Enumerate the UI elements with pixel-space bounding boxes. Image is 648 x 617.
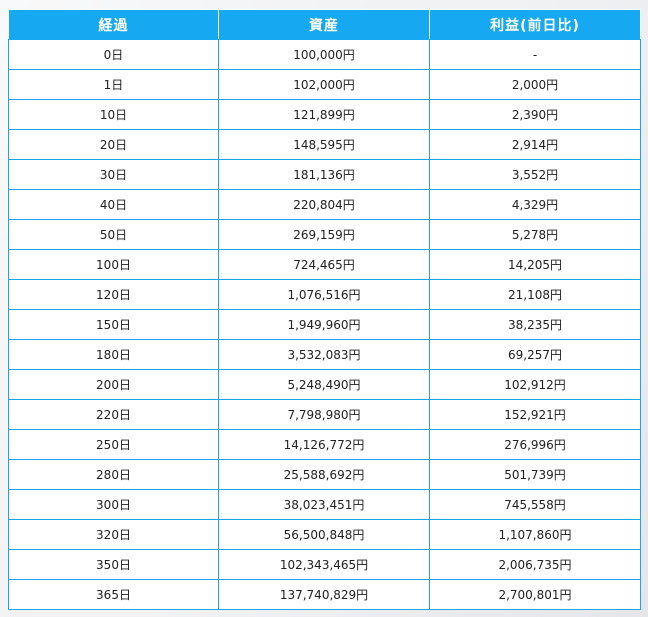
profit-cell: 2,700,801円 [429,579,641,610]
elapsed-cell: 120日 [8,279,219,310]
table-row: 320日 56,500,848円 1,107,860円 [8,519,641,550]
table-row: 0日 100,000円 - [8,39,641,70]
profit-cell: - [429,39,641,70]
assets-cell: 102,343,465円 [218,549,430,580]
elapsed-cell: 0日 [8,39,219,70]
elapsed-cell: 20日 [8,129,219,160]
header-assets: 資産 [218,9,430,40]
profit-cell: 4,329円 [429,189,641,220]
assets-cell: 1,076,516円 [218,279,430,310]
elapsed-cell: 150日 [8,309,219,340]
table-row: 250日 14,126,772円 276,996円 [8,429,641,460]
assets-cell: 5,248,490円 [218,369,430,400]
elapsed-cell: 100日 [8,249,219,280]
assets-cell: 724,465円 [218,249,430,280]
elapsed-cell: 10日 [8,99,219,130]
profit-cell: 14,205円 [429,249,641,280]
table-row: 365日 137,740,829円 2,700,801円 [8,579,641,610]
table-row: 10日 121,899円 2,390円 [8,99,641,130]
profit-cell: 2,000円 [429,69,641,100]
profit-cell: 2,914円 [429,129,641,160]
assets-cell: 220,804円 [218,189,430,220]
table-row: 350日 102,343,465円 2,006,735円 [8,549,641,580]
table-row: 30日 181,136円 3,552円 [8,159,641,190]
table-row: 280日 25,588,692円 501,739円 [8,459,641,490]
table-row: 50日 269,159円 5,278円 [8,219,641,250]
asset-growth-table: 経過 資産 利益(前日比) 0日 100,000円 -1日 102,000円 2,000… [8,9,641,610]
table-body: 0日 100,000円 -1日 102,000円 2,000円 10日 121,899円 2,… [8,39,641,610]
profit-cell: 501,739円 [429,459,641,490]
profit-cell: 745,558円 [429,489,641,520]
assets-cell: 38,023,451円 [218,489,430,520]
profit-cell: 276,996円 [429,429,641,460]
profit-cell: 2,390円 [429,99,641,130]
table-row: 150日 1,949,960円 38,235円 [8,309,641,340]
assets-cell: 181,136円 [218,159,430,190]
table-row: 180日 3,532,083円 69,257円 [8,339,641,370]
elapsed-cell: 280日 [8,459,219,490]
header-row: 経過 資産 利益(前日比) [8,9,641,40]
profit-cell: 5,278円 [429,219,641,250]
elapsed-cell: 1日 [8,69,219,100]
elapsed-cell: 200日 [8,369,219,400]
header-elapsed: 経過 [8,9,219,40]
profit-cell: 1,107,860円 [429,519,641,550]
profit-cell: 38,235円 [429,309,641,340]
assets-cell: 1,949,960円 [218,309,430,340]
elapsed-cell: 320日 [8,519,219,550]
profit-cell: 2,006,735円 [429,549,641,580]
table-header: 経過 資産 利益(前日比) [8,9,641,40]
table-row: 220日 7,798,980円 152,921円 [8,399,641,430]
elapsed-cell: 250日 [8,429,219,460]
assets-cell: 56,500,848円 [218,519,430,550]
profit-cell: 102,912円 [429,369,641,400]
assets-cell: 7,798,980円 [218,399,430,430]
elapsed-cell: 365日 [8,579,219,610]
table-row: 100日 724,465円 14,205円 [8,249,641,280]
table-row: 40日 220,804円 4,329円 [8,189,641,220]
profit-cell: 3,552円 [429,159,641,190]
table-row: 300日 38,023,451円 745,558円 [8,489,641,520]
assets-cell: 3,532,083円 [218,339,430,370]
elapsed-cell: 350日 [8,549,219,580]
table-row: 1日 102,000円 2,000円 [8,69,641,100]
elapsed-cell: 50日 [8,219,219,250]
elapsed-cell: 180日 [8,339,219,370]
assets-cell: 102,000円 [218,69,430,100]
elapsed-cell: 40日 [8,189,219,220]
assets-cell: 148,595円 [218,129,430,160]
assets-cell: 14,126,772円 [218,429,430,460]
assets-cell: 137,740,829円 [218,579,430,610]
elapsed-cell: 300日 [8,489,219,520]
profit-cell: 69,257円 [429,339,641,370]
asset-growth-table-container: 経過 資産 利益(前日比) 0日 100,000円 -1日 102,000円 2,000… [8,9,641,610]
header-profit: 利益(前日比) [429,9,641,40]
profit-cell: 21,108円 [429,279,641,310]
profit-cell: 152,921円 [429,399,641,430]
table-row: 200日 5,248,490円 102,912円 [8,369,641,400]
assets-cell: 100,000円 [218,39,430,70]
assets-cell: 121,899円 [218,99,430,130]
elapsed-cell: 220日 [8,399,219,430]
assets-cell: 25,588,692円 [218,459,430,490]
table-row: 20日 148,595円 2,914円 [8,129,641,160]
assets-cell: 269,159円 [218,219,430,250]
table-row: 120日 1,076,516円 21,108円 [8,279,641,310]
elapsed-cell: 30日 [8,159,219,190]
